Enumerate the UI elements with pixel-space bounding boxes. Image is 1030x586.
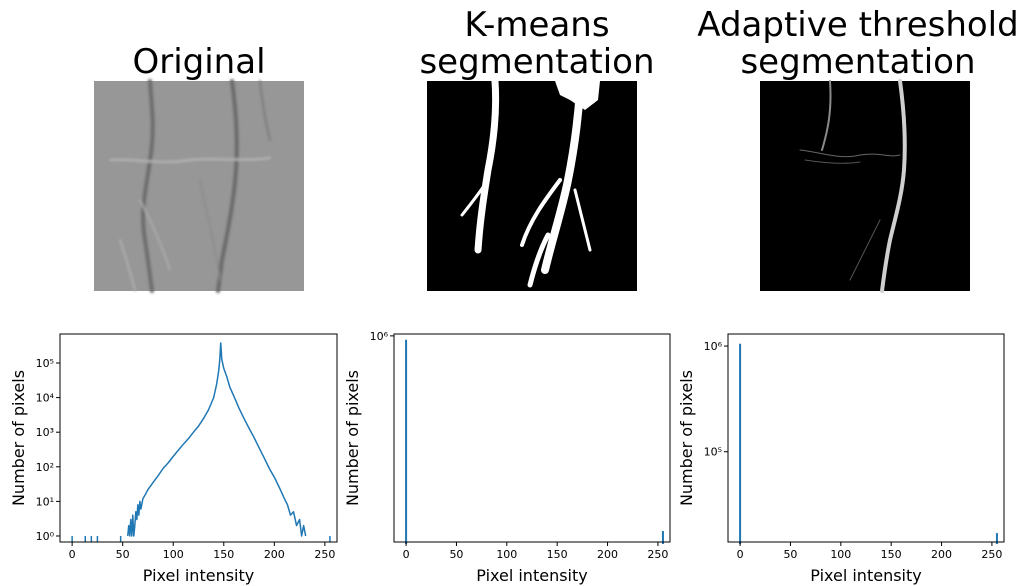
x-tick-label: 100 — [496, 548, 517, 561]
x-tick-label: 200 — [931, 548, 952, 561]
x-axis-label: Pixel intensity — [476, 566, 587, 585]
kmeans-image — [427, 77, 637, 291]
y-tick-label: 10⁰ — [36, 530, 55, 543]
x-tick-label: 100 — [163, 548, 184, 561]
axes-frame — [393, 333, 671, 543]
y-tick-label: 10⁶ — [370, 330, 389, 343]
x-tick-label: 50 — [449, 548, 463, 561]
x-tick-label: 250 — [647, 548, 668, 561]
data-line — [126, 342, 307, 537]
x-tick-label: 100 — [830, 548, 851, 561]
plot-area — [71, 342, 331, 542]
x-tick-label: 0 — [403, 548, 410, 561]
y-axis-label: Number of pixels — [677, 370, 696, 506]
x-axis-label: Pixel intensity — [143, 566, 254, 585]
image-title: Adaptive threshold segmentation — [697, 5, 1019, 82]
x-axis-label: Pixel intensity — [810, 566, 921, 585]
y-tick-label: 10³ — [36, 426, 54, 439]
x-tick-label: 50 — [116, 548, 130, 561]
x-tick-label: 150 — [213, 548, 234, 561]
adaptive-image — [760, 79, 970, 293]
y-tick-label: 10⁶ — [704, 340, 723, 353]
axes-frame — [59, 333, 338, 543]
y-tick-label: 10⁴ — [36, 392, 55, 405]
x-tick-label: 200 — [264, 548, 285, 561]
y-axis-label: Number of pixels — [343, 370, 362, 506]
x-tick-label: 200 — [597, 548, 618, 561]
image-title: K-means segmentation — [419, 5, 655, 82]
original-image — [94, 79, 304, 293]
x-tick-label: 150 — [881, 548, 902, 561]
y-tick-label: 10⁵ — [704, 446, 722, 459]
image-title: Original — [132, 42, 266, 82]
y-tick-label: 10¹ — [36, 495, 54, 508]
y-tick-label: 10² — [36, 461, 54, 474]
axes-frame — [727, 333, 1005, 543]
x-tick-label: 250 — [314, 548, 335, 561]
x-tick-label: 150 — [547, 548, 568, 561]
y-axis-label: Number of pixels — [9, 370, 28, 506]
x-tick-label: 0 — [69, 548, 76, 561]
y-tick-label: 10⁵ — [36, 357, 54, 370]
x-tick-label: 250 — [981, 548, 1002, 561]
x-tick-label: 50 — [783, 548, 797, 561]
x-tick-label: 0 — [737, 548, 744, 561]
